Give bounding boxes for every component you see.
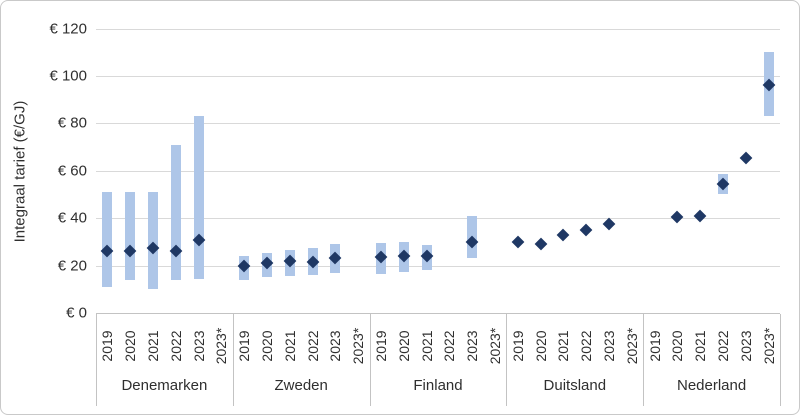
- year-label: 2022: [441, 330, 458, 362]
- y-tick-label: € 60: [57, 162, 87, 180]
- range-bar: [148, 192, 158, 290]
- group-divider: [369, 314, 371, 406]
- year-label: 2019: [509, 330, 526, 362]
- country-label: Finland: [413, 377, 463, 394]
- range-bar: [102, 192, 113, 287]
- range-bar: [125, 192, 136, 280]
- tariff-diamond: [739, 151, 753, 165]
- year-label: 2023: [464, 330, 481, 362]
- year-label: 2019: [236, 330, 253, 362]
- y-tick-label: € 80: [57, 114, 87, 132]
- year-label: 2020: [669, 330, 686, 362]
- year-label: 2022: [304, 330, 321, 362]
- y-tick-label: € 120: [49, 20, 87, 37]
- year-label: 2023: [601, 330, 617, 362]
- range-bar: [170, 144, 181, 280]
- year-label: 2022: [715, 330, 731, 362]
- y-tick-label: € 0: [66, 304, 87, 322]
- tariff-diamond: [534, 237, 547, 251]
- tariff-diamond: [511, 235, 525, 249]
- gridline: [96, 265, 780, 267]
- tariff-diamond: [671, 210, 684, 224]
- y-tick-label: € 100: [49, 67, 87, 85]
- country-label: Denemarken: [121, 377, 208, 394]
- group-divider: [96, 314, 97, 406]
- gridline: [96, 218, 780, 220]
- year-label: 2019: [99, 330, 116, 362]
- year-label: 2023*: [623, 327, 640, 365]
- group-divider: [232, 314, 234, 406]
- group-divider: [780, 314, 781, 406]
- year-label: 2021: [281, 330, 298, 362]
- year-label: 2023: [327, 330, 344, 362]
- year-label: 2019: [646, 330, 663, 362]
- group-divider: [506, 314, 508, 406]
- y-tick-label: € 40: [57, 209, 87, 227]
- country-label: Nederland: [676, 377, 747, 394]
- year-label: 2020: [395, 330, 412, 362]
- year-label: 2019: [373, 330, 389, 362]
- country-label: Zweden: [274, 377, 328, 394]
- gridline: [96, 75, 780, 77]
- year-label: 2020: [122, 330, 139, 362]
- y-axis-title: Integraal tarief (€/GJ): [11, 100, 29, 243]
- country-label: Duitsland: [543, 377, 607, 394]
- year-label: 2020: [532, 330, 549, 362]
- year-label: 2023*: [350, 327, 367, 365]
- tariff-diamond: [693, 209, 707, 223]
- year-label: 2023*: [213, 327, 230, 365]
- year-label: 2023*: [760, 327, 777, 365]
- year-label: 2022: [167, 330, 184, 362]
- year-label: 2021: [692, 330, 709, 362]
- gridline: [96, 123, 780, 125]
- gridline: [96, 170, 780, 172]
- gridline: [96, 28, 780, 30]
- year-label: 2023: [737, 330, 754, 362]
- year-label: 2021: [418, 330, 435, 362]
- year-label: 2023: [190, 330, 207, 362]
- x-axis-line: [96, 313, 780, 314]
- y-tick-label: € 20: [57, 257, 87, 275]
- tariff-diamond: [557, 228, 570, 242]
- year-label: 2021: [145, 330, 161, 362]
- year-label: 2021: [555, 330, 572, 362]
- group-divider: [643, 314, 645, 406]
- range-bar: [193, 116, 204, 279]
- year-label: 2022: [578, 330, 595, 362]
- year-label: 2020: [259, 330, 275, 362]
- year-label: 2023*: [487, 327, 503, 365]
- tariff-diamond: [602, 217, 616, 231]
- tariff-diamond: [579, 223, 593, 237]
